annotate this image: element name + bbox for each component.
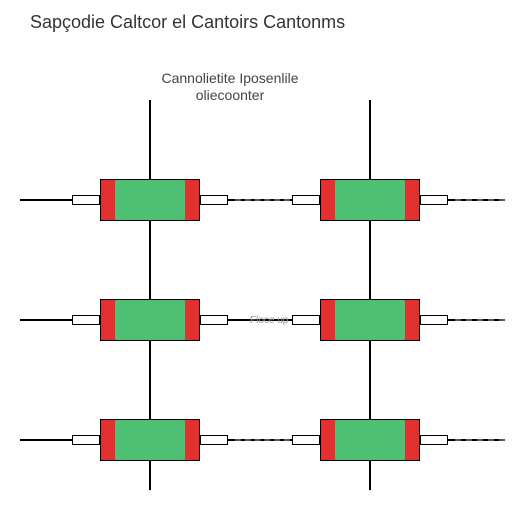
dashed-connector (235, 439, 290, 441)
horizontal-wire (20, 319, 72, 321)
component (292, 419, 448, 461)
component (292, 179, 448, 221)
component (72, 299, 228, 341)
component-core (115, 420, 185, 460)
dashed-connector (455, 319, 505, 321)
dashed-connector (235, 199, 290, 201)
component-body (100, 419, 200, 461)
component-endcap-left (101, 420, 115, 460)
component-lead-left (292, 435, 320, 445)
component-body (100, 179, 200, 221)
component-endcap-right (185, 180, 199, 220)
label-focup: Floce up (250, 315, 288, 326)
component-endcap-right (185, 420, 199, 460)
component-endcap-left (321, 300, 335, 340)
component-lead-right (420, 435, 448, 445)
component-lead-right (420, 195, 448, 205)
component-body (320, 299, 420, 341)
component-endcap-right (405, 180, 419, 220)
component-lead-right (200, 315, 228, 325)
component-lead-right (200, 195, 228, 205)
component-endcap-left (321, 420, 335, 460)
component (292, 299, 448, 341)
page-title: Sapçodie Caltcor el Cantoirs Cantonms (30, 12, 345, 33)
component-endcap-left (101, 180, 115, 220)
component-lead-left (72, 195, 100, 205)
component-lead-left (292, 195, 320, 205)
subtitle-line2: oliecoonter (196, 87, 265, 103)
component-endcap-left (321, 180, 335, 220)
component-lead-right (200, 435, 228, 445)
component-body (100, 299, 200, 341)
component-endcap-right (405, 420, 419, 460)
dashed-connector (455, 199, 505, 201)
component-core (335, 300, 405, 340)
component (72, 419, 228, 461)
component (72, 179, 228, 221)
component-body (320, 179, 420, 221)
component-core (335, 180, 405, 220)
component-endcap-right (185, 300, 199, 340)
dashed-connector (455, 439, 505, 441)
component-core (335, 420, 405, 460)
component-endcap-right (405, 300, 419, 340)
component-body (320, 419, 420, 461)
subtitle-line1: Cannolietite Iposenlile (162, 70, 299, 86)
component-lead-right (420, 315, 448, 325)
subtitle: Cannolietite Iposenlile oliecoonter (130, 70, 330, 104)
component-lead-left (72, 435, 100, 445)
component-lead-left (72, 315, 100, 325)
horizontal-wire (20, 439, 72, 441)
component-lead-left (292, 315, 320, 325)
component-endcap-left (101, 300, 115, 340)
component-core (115, 180, 185, 220)
horizontal-wire (20, 199, 72, 201)
component-core (115, 300, 185, 340)
